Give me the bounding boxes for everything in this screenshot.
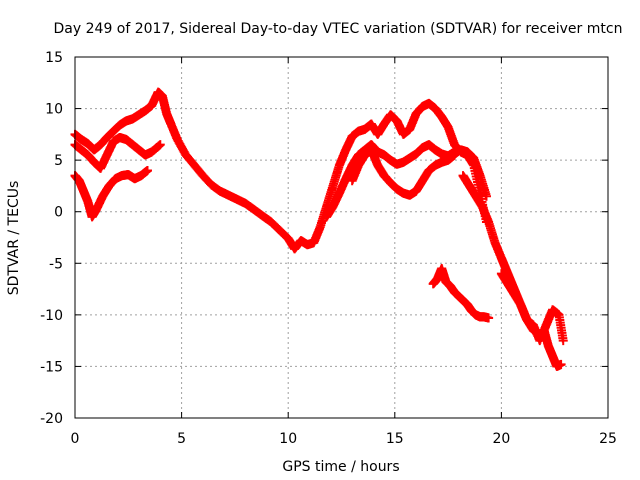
y-tick-label: 5 <box>54 153 63 169</box>
data-point <box>484 313 494 323</box>
y-tick-label: -20 <box>40 411 63 427</box>
y-tick-label: -15 <box>40 359 63 375</box>
series-trace-middle <box>70 132 491 222</box>
y-tick-label: -10 <box>40 308 63 324</box>
x-tick-label: 10 <box>279 431 297 447</box>
data-point <box>449 150 459 160</box>
x-tick-label: 25 <box>599 431 617 447</box>
points-layer <box>70 87 568 371</box>
series-trace-descent <box>458 171 566 371</box>
y-tick-label: 15 <box>45 50 63 66</box>
series-trace-offset <box>428 263 494 323</box>
series-trace-lower <box>70 145 459 222</box>
data-point <box>556 359 566 369</box>
grid-layer <box>75 57 608 418</box>
series-trace-tail <box>496 269 568 346</box>
plot-frame <box>74 56 609 419</box>
y-tick-label: 0 <box>54 205 63 221</box>
y-tick-label: -5 <box>49 256 63 272</box>
data-point <box>558 336 568 346</box>
y-tick-label: 10 <box>45 102 63 118</box>
data-point <box>142 165 152 175</box>
chart-title: Day 249 of 2017, Sidereal Day-to-day VTE… <box>54 21 623 37</box>
data-point <box>481 191 491 201</box>
x-tick-label: 0 <box>71 431 80 447</box>
x-tick-label: 5 <box>177 431 186 447</box>
x-tick-label: 20 <box>492 431 510 447</box>
tick-layer: 0 5 10 15 20 25 -20 -15 -10 -5 0 5 10 15 <box>40 50 617 447</box>
x-tick-label: 15 <box>386 431 404 447</box>
x-axis-label: GPS time / hours <box>282 459 399 475</box>
data-point <box>155 140 165 150</box>
y-axis-label: SDTVAR / TECUs <box>6 181 22 296</box>
